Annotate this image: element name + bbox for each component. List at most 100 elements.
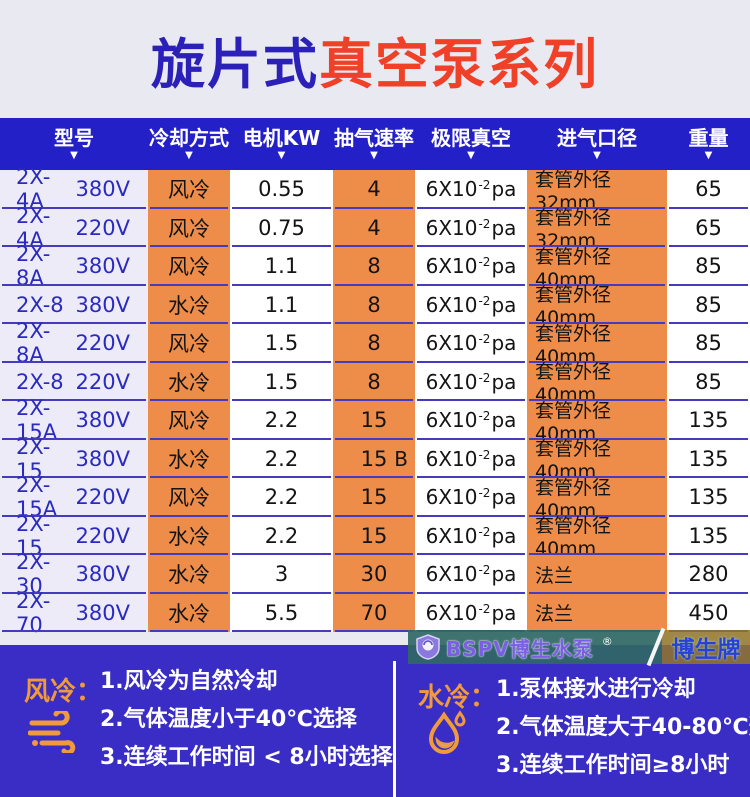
- cell-pump-speed: 30: [333, 555, 415, 594]
- cell-model: 2X-8 220V: [0, 362, 148, 401]
- model-voltage: 220V: [75, 369, 130, 394]
- model-voltage: 380V: [75, 600, 130, 625]
- cell-weight: 65: [667, 208, 750, 247]
- cell-pump-speed: 15 B: [333, 439, 415, 478]
- air-cooling-label: 风冷：: [24, 677, 103, 707]
- cell-motor-kw: 0.75: [230, 208, 333, 247]
- cell-vacuum: 6X10 -2 pa: [415, 516, 527, 555]
- cell-weight: 85: [667, 285, 750, 324]
- cell-cooling: 风冷: [148, 324, 230, 363]
- cell-cooling: 水冷: [148, 593, 230, 632]
- cell-weight: 135: [667, 516, 750, 555]
- column-header-model: 型号 ▼: [54, 126, 94, 161]
- cell-weight: 135: [667, 478, 750, 517]
- column-header-cooling: 冷却方式 ▼: [149, 126, 229, 161]
- cell-inlet: 套管外径40mm: [527, 477, 667, 522]
- cell-inlet: 套管外径40mm: [527, 515, 667, 560]
- footer: 风冷： 1.风冷为自然冷却 2.气体温度小于40℃选择 3.连续工作时间 < 8…: [0, 645, 750, 797]
- sort-arrow-icon: ▼: [467, 150, 475, 161]
- cell-vacuum: 6X10 -2 pa: [415, 593, 527, 632]
- note-line: 1.泵体接水进行冷却: [496, 677, 696, 702]
- brand-left-segment: BSPV博生水泵 ®: [408, 630, 662, 664]
- cell-model: 2X-4A 220V: [0, 204, 148, 252]
- model-voltage: 220V: [75, 523, 130, 548]
- cell-cooling: 水冷: [148, 555, 230, 594]
- cell-vacuum: 6X10 -2 pa: [415, 478, 527, 517]
- sort-arrow-icon: ▼: [70, 150, 78, 161]
- cell-weight: 280: [667, 555, 750, 594]
- cell-cooling: 水冷: [148, 362, 230, 401]
- cell-motor-kw: 1.5: [230, 324, 333, 363]
- vertical-divider: [393, 661, 396, 797]
- cell-motor-kw: 3: [230, 555, 333, 594]
- cell-vacuum: 6X10 -2 pa: [415, 208, 527, 247]
- cell-motor-kw: 2.2: [230, 516, 333, 555]
- cell-model: 2X-8A 220V: [0, 319, 148, 367]
- water-cooling-label: 水冷：: [418, 683, 497, 713]
- cell-pump-speed: 4: [333, 208, 415, 247]
- column-header-vacuum: 极限真空 ▼: [431, 126, 511, 161]
- cell-cooling: 风冷: [148, 247, 230, 286]
- sort-arrow-icon: ▼: [277, 150, 286, 161]
- sort-arrow-icon: ▼: [593, 150, 601, 161]
- cell-model: 2X-30 380V: [0, 550, 148, 598]
- cell-inlet: 法兰: [527, 593, 667, 632]
- cell-pump-speed: 8: [333, 247, 415, 286]
- cell-vacuum: 6X10 -2 pa: [415, 285, 527, 324]
- model-number: 2X-15: [16, 434, 51, 483]
- title-suffix: 真空泵系列: [319, 32, 599, 96]
- cell-weight: 85: [667, 362, 750, 401]
- cell-vacuum: 6X10 -2 pa: [415, 401, 527, 440]
- column-header-pump-speed: 抽气速率 ▼: [334, 126, 414, 161]
- cell-pump-speed: 15: [333, 516, 415, 555]
- cell-vacuum: 6X10 -2 pa: [415, 439, 527, 478]
- cell-pump-speed: 8: [333, 285, 415, 324]
- note-line: 2.气体温度小于40℃选择: [100, 707, 357, 732]
- cell-weight: 135: [667, 401, 750, 440]
- model-number: 2X-8: [16, 292, 64, 317]
- model-voltage: 380V: [75, 562, 130, 587]
- model-number: 2X-8A: [16, 319, 51, 368]
- brand-tag: 博生牌: [671, 637, 741, 663]
- brand-name: BSPV博生水泵: [446, 636, 594, 661]
- table-header: 型号 ▼ 冷却方式 ▼ 电机KW ▼ 抽气速率 ▼ 极限真空 ▼ 进气口径 ▼ …: [0, 118, 750, 170]
- sort-arrow-icon: ▼: [370, 150, 378, 161]
- model-voltage: 220V: [75, 331, 130, 356]
- cell-model: 2X-15A 220V: [0, 473, 148, 521]
- brand-watermark: BSPV博生水泵 ® 博生牌: [408, 627, 750, 667]
- cell-inlet: 套管外径32mm: [527, 169, 667, 214]
- cell-vacuum: 6X10 -2 pa: [415, 170, 527, 209]
- air-cooling-notes: 1.风冷为自然冷却 2.气体温度小于40℃选择 3.连续工作时间 < 8小时选择: [100, 663, 393, 777]
- cell-cooling: 水冷: [148, 285, 230, 324]
- page-title: 旋片式 真空泵系列: [0, 0, 750, 118]
- cell-weight: 85: [667, 324, 750, 363]
- cell-cooling: 水冷: [148, 439, 230, 478]
- cell-motor-kw: 2.2: [230, 401, 333, 440]
- note-line: 2.气体温度大于40-80℃选择: [496, 715, 750, 740]
- cell-model: 2X-4A 380V: [0, 165, 148, 213]
- cell-motor-kw: 2.2: [230, 478, 333, 517]
- cell-pump-speed: 15: [333, 478, 415, 517]
- cell-pump-speed: 70: [333, 593, 415, 632]
- cell-inlet: 套管外径40mm: [527, 361, 667, 406]
- cell-weight: 135: [667, 439, 750, 478]
- cell-inlet: 套管外径32mm: [527, 207, 667, 252]
- cell-pump-speed: 15: [333, 401, 415, 440]
- column-header-weight: 重量 ▼: [688, 126, 729, 161]
- cell-pump-speed: 8: [333, 362, 415, 401]
- cell-cooling: 风冷: [148, 208, 230, 247]
- model-number: 2X-8: [16, 369, 64, 394]
- model-voltage: 220V: [75, 485, 130, 510]
- cell-motor-kw: 1.1: [230, 285, 333, 324]
- cell-weight: 450: [667, 593, 750, 632]
- cell-vacuum: 6X10 -2 pa: [415, 555, 527, 594]
- brand-right-segment: 博生牌: [662, 630, 750, 664]
- cell-inlet: 法兰: [527, 555, 667, 594]
- cell-model: 2X-15 220V: [0, 512, 148, 560]
- note-line: 3.连续工作时间≥8小时: [496, 753, 730, 778]
- cell-motor-kw: 1.1: [230, 247, 333, 286]
- cell-model: 2X-8 380V: [0, 285, 148, 324]
- model-voltage: 380V: [75, 177, 130, 202]
- table-body: 2X-4A 380V 风冷 0.55 4 6X10 -2 pa 套管外径32mm 6…: [0, 165, 750, 637]
- water-cooling-notes: 1.泵体接水进行冷却 2.气体温度大于40-80℃选择 3.连续工作时间≥8小时: [496, 671, 750, 785]
